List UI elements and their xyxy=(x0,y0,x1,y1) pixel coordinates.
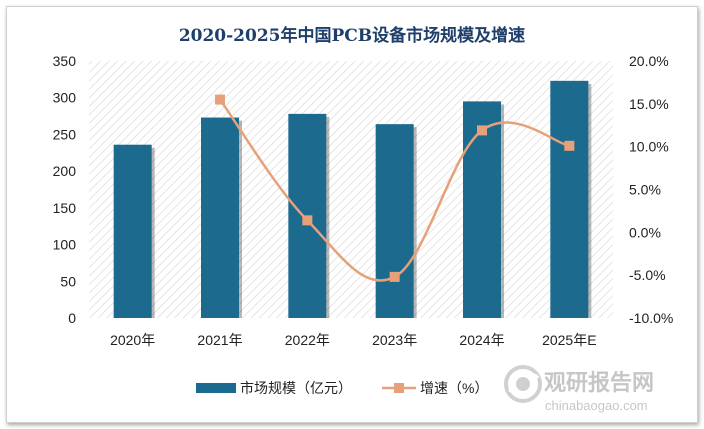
right-tick-label: -10.0% xyxy=(629,310,673,326)
right-tick-label: 10.0% xyxy=(629,139,669,155)
growth-marker xyxy=(477,125,487,136)
x-tick-label: 2025年E xyxy=(542,332,596,348)
bar xyxy=(113,144,152,318)
right-tick-label: -5.0% xyxy=(629,267,666,283)
growth-marker xyxy=(389,271,400,282)
right-tick-label: 15.0% xyxy=(629,96,669,112)
legend: 市场规模（亿元） 增速（%） xyxy=(196,380,488,396)
right-tick-label: 5.0% xyxy=(629,182,661,198)
left-tick-label: 100 xyxy=(53,237,77,253)
left-axis: 0 50 100 150 200 250 300 350 xyxy=(53,53,77,326)
growth-marker xyxy=(564,140,575,151)
watermark-brand: 观研报告网 xyxy=(544,370,654,395)
x-tick-label: 2023年 xyxy=(372,332,417,348)
x-tick-label: 2022年 xyxy=(285,332,330,348)
chart-title: 2020-2025年中国PCB设备市场规模及增速 xyxy=(179,25,525,46)
growth-markers xyxy=(215,94,575,282)
left-tick-label: 50 xyxy=(60,273,76,289)
watermark-url: chinabaogao.com xyxy=(545,398,648,413)
legend-bar-swatch xyxy=(196,383,236,393)
bar xyxy=(201,117,239,318)
bar xyxy=(463,101,501,318)
legend-line-marker xyxy=(394,383,404,393)
x-tick-label: 2024年 xyxy=(459,332,504,348)
plot-area xyxy=(89,61,613,318)
bar xyxy=(550,80,589,318)
left-tick-label: 150 xyxy=(53,200,77,216)
x-axis: 2020年 2021年 2022年 2023年 2024年 2025年E xyxy=(110,332,596,348)
left-tick-label: 250 xyxy=(53,126,77,142)
bar-series xyxy=(113,80,592,319)
left-tick-label: 300 xyxy=(53,90,77,106)
right-tick-label: 20.0% xyxy=(629,53,669,69)
growth-marker xyxy=(215,94,225,105)
watermark-logo-icon xyxy=(504,365,542,403)
left-tick-label: 350 xyxy=(53,53,77,69)
growth-marker xyxy=(302,215,313,226)
bar xyxy=(375,124,414,318)
x-tick-label: 2020年 xyxy=(110,332,155,348)
left-tick-label: 0 xyxy=(68,310,76,326)
right-axis: -10.0% -5.0% 0.0% 5.0% 10.0% 15.0% 20.0% xyxy=(629,53,673,326)
legend-line-label: 增速（%） xyxy=(420,380,488,396)
x-tick-label: 2021年 xyxy=(197,332,242,348)
legend-bar-label: 市场规模（亿元） xyxy=(240,380,352,396)
watermark: 观研报告网 chinabaogao.com xyxy=(504,365,654,413)
left-tick-label: 200 xyxy=(53,163,77,179)
right-tick-label: 0.0% xyxy=(629,224,661,240)
